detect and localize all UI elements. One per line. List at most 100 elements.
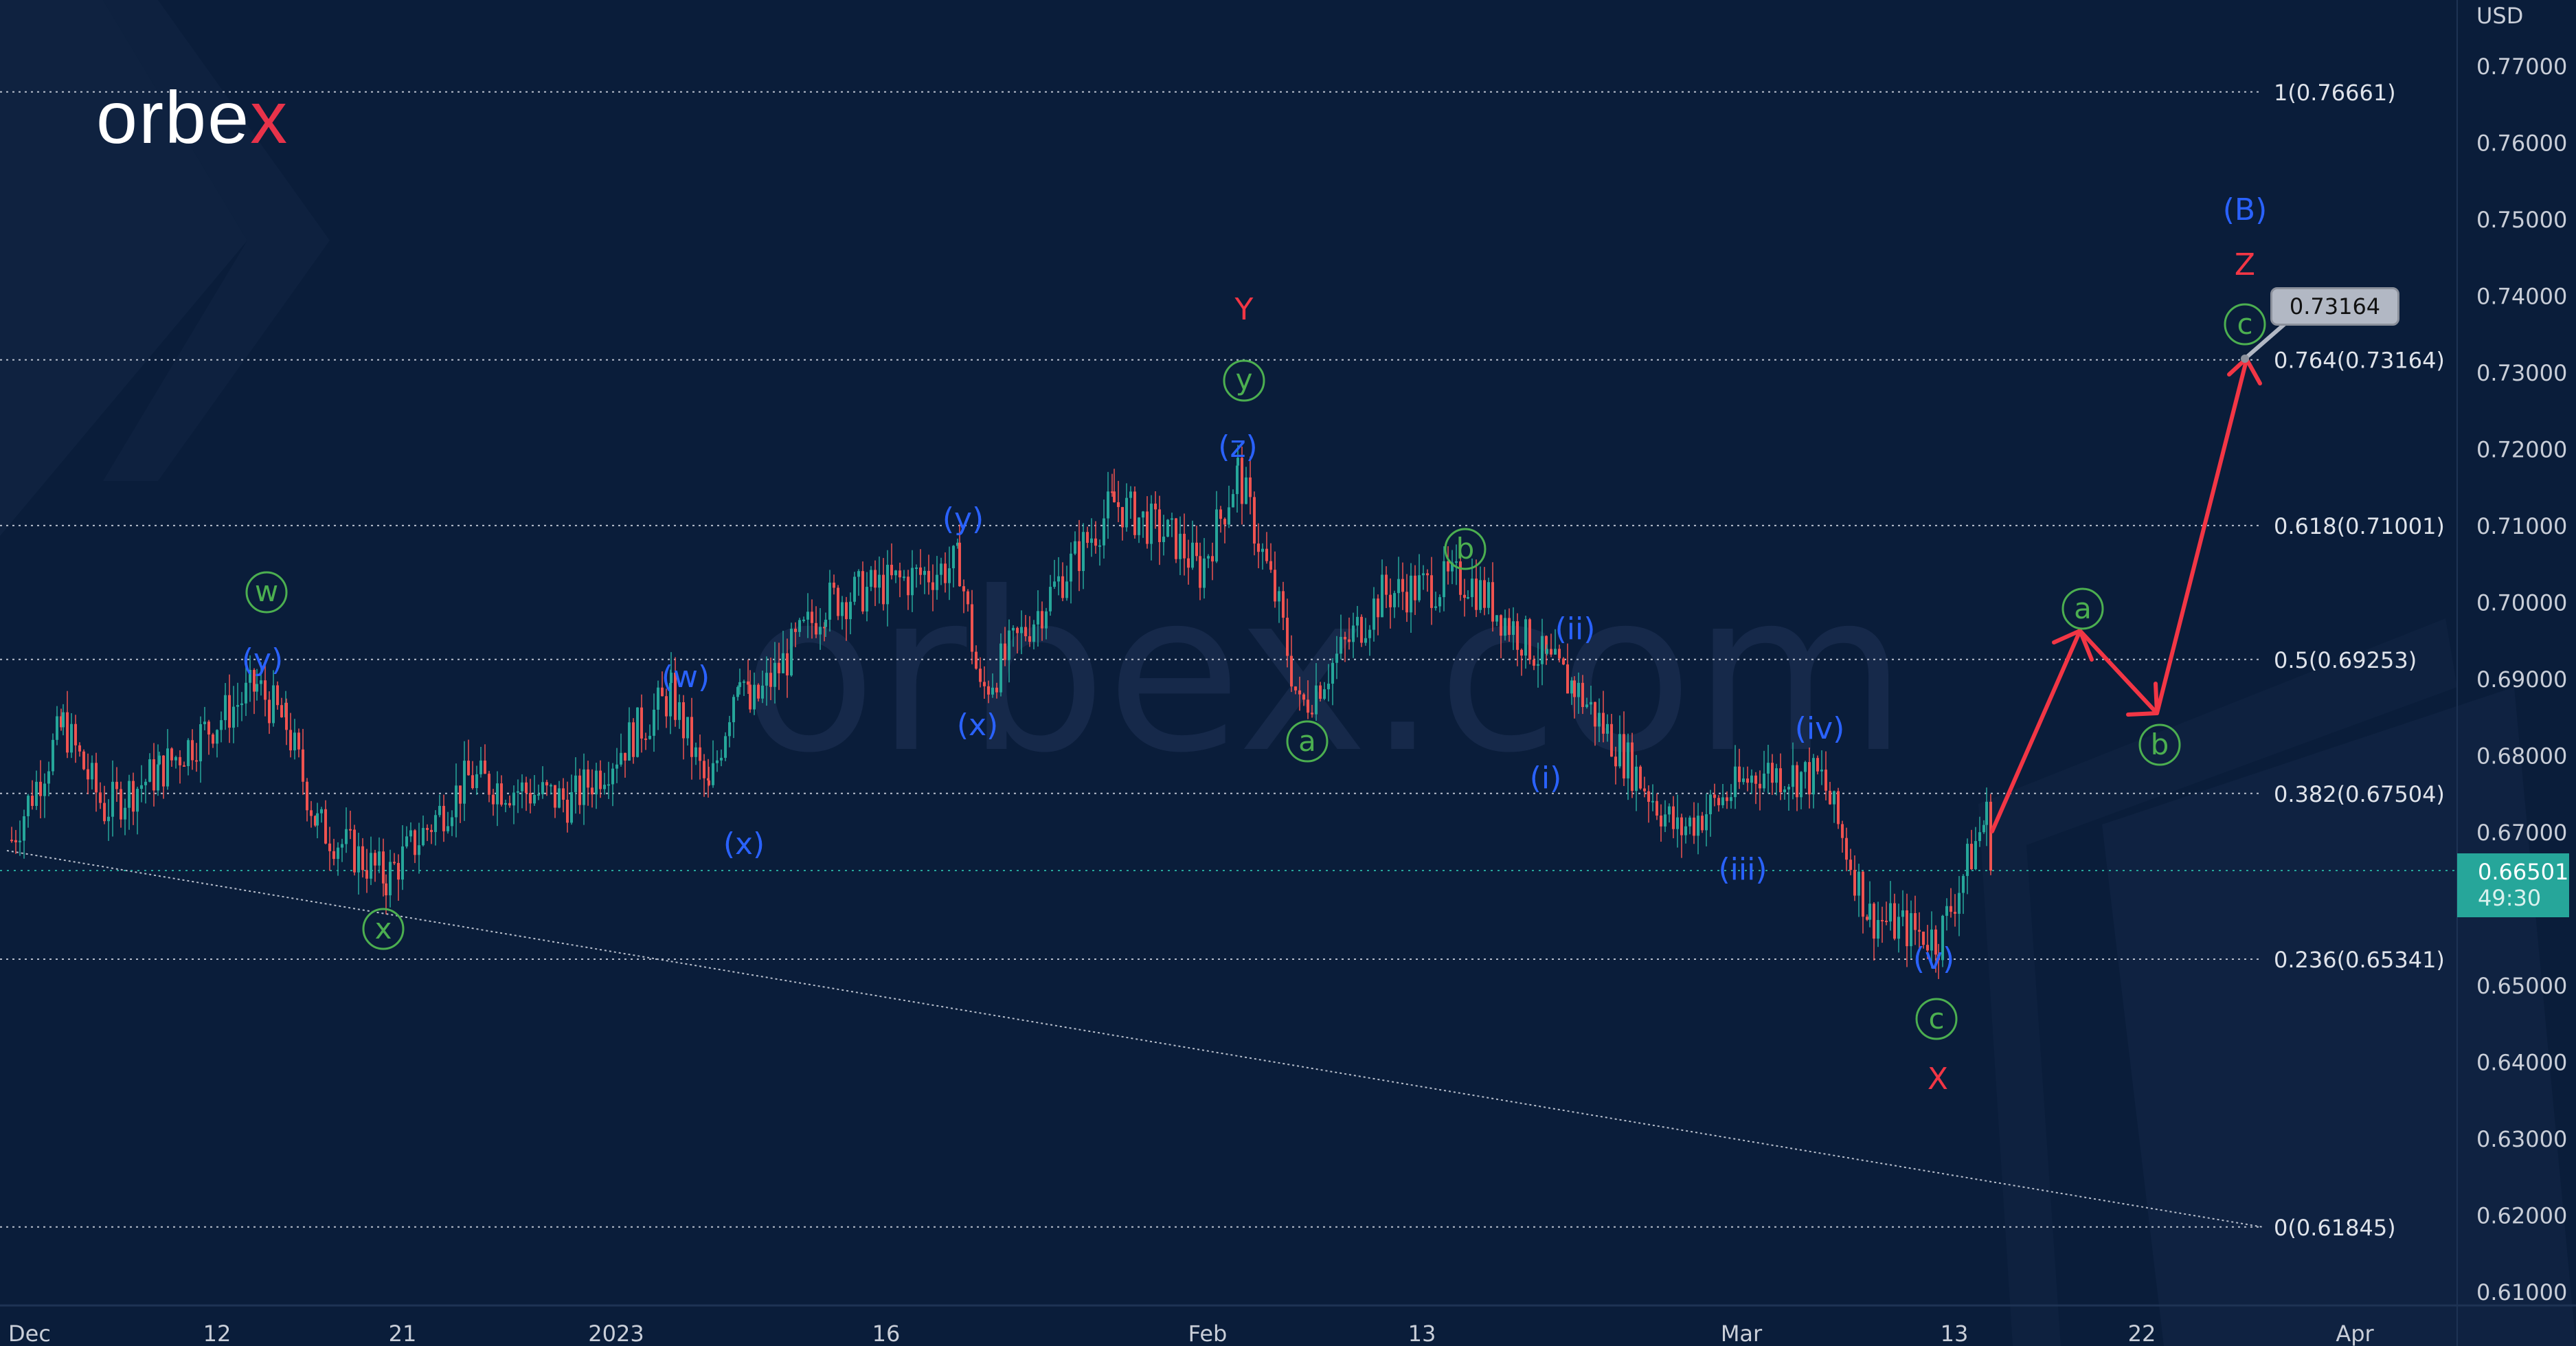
candle-body	[496, 783, 499, 805]
candle-body	[405, 836, 408, 846]
candle-body	[979, 669, 982, 682]
candle-body	[644, 738, 647, 740]
wave-label-x: x	[375, 912, 392, 945]
candle-body	[236, 705, 239, 707]
candle-body	[1594, 702, 1596, 727]
candle-body	[512, 792, 515, 806]
wave-circle	[2224, 303, 2266, 346]
wave-label-Y: Y	[1234, 292, 1254, 327]
candle-body	[1405, 592, 1408, 613]
candle-body	[1820, 770, 1823, 772]
candle-body	[1385, 574, 1388, 595]
candle-body	[999, 643, 1002, 693]
candle-body	[694, 747, 697, 757]
candle-body	[1639, 766, 1642, 789]
trend-line[interactable]	[6, 850, 2264, 1228]
candle-body	[1327, 684, 1330, 690]
candle-body	[1713, 794, 1716, 798]
candle-body	[128, 781, 131, 808]
price-axis[interactable]: 0.77000 0.76000 0.75000 0.74000 0.73000 0.720…	[2476, 54, 2567, 1305]
candle-body	[1129, 491, 1132, 498]
candle-body	[640, 707, 643, 739]
candle-body	[1792, 765, 1794, 787]
projection-path[interactable]	[1990, 357, 2262, 833]
candle-body	[525, 782, 528, 794]
candle-body	[1985, 801, 1988, 825]
candle-body	[1577, 682, 1580, 697]
candle-body	[578, 775, 581, 805]
wave-circle	[245, 571, 288, 614]
candle-body	[757, 684, 760, 699]
candle-body	[753, 684, 756, 710]
candle-body	[1945, 906, 1948, 916]
candle-body	[1219, 509, 1222, 519]
candle-body	[1800, 772, 1803, 798]
candle-body	[422, 828, 425, 846]
wave-circle	[2061, 587, 2104, 630]
time-axis[interactable]: Dec 12 21 2023 16 Feb 13 Mar 13 22 Apr	[8, 1321, 2374, 1346]
candle-body	[674, 672, 677, 720]
candle-body	[62, 712, 65, 728]
candle-body	[1117, 502, 1120, 507]
candle-body	[1545, 636, 1548, 654]
candle-body	[374, 853, 376, 866]
candle-body	[245, 682, 247, 704]
candle-body	[393, 862, 396, 864]
candle-body	[152, 759, 155, 791]
candle-body	[332, 851, 335, 860]
wave-label-iii: (iii)	[1718, 852, 1767, 887]
candle-body	[1107, 491, 1109, 519]
fibonacci-levels[interactable]	[0, 91, 2260, 1228]
candle-body	[1302, 694, 1305, 700]
candle-body	[728, 722, 731, 737]
candle-body	[467, 761, 470, 776]
candle-body	[1495, 615, 1498, 622]
candle-body	[899, 570, 901, 578]
time-tick-label: 21	[389, 1321, 417, 1346]
candle-body	[1541, 636, 1544, 664]
candle-body	[1434, 606, 1437, 608]
candle-body	[1215, 509, 1218, 562]
candle-body	[1211, 556, 1214, 562]
candle-body	[1897, 917, 1900, 939]
candle-body	[91, 763, 93, 780]
candle-body	[1049, 587, 1052, 612]
candle-body	[1668, 806, 1671, 815]
candle-body	[280, 705, 283, 717]
candle-body	[370, 853, 372, 879]
candle-body	[1857, 871, 1860, 896]
candle-body	[124, 807, 126, 820]
candle-body	[1447, 561, 1449, 572]
candle-body	[743, 681, 745, 683]
candle-body	[1175, 518, 1177, 559]
candle-body	[907, 576, 909, 596]
candlestick-series[interactable]	[10, 445, 1992, 979]
candle-body	[414, 830, 416, 855]
candle-body	[738, 682, 741, 687]
candle-body	[845, 602, 848, 620]
target-price-callout[interactable]: 0.73164	[2270, 287, 2399, 326]
candle-body	[857, 571, 860, 577]
candle-body	[78, 745, 81, 752]
candle-body	[521, 782, 523, 792]
candle-body	[1286, 618, 1289, 656]
candle-body	[1614, 756, 1617, 767]
candle-body	[508, 803, 511, 806]
candle-body	[365, 870, 368, 879]
fib-level-label: 0.236(0.65341)	[2274, 947, 2445, 973]
candle-body	[249, 670, 251, 683]
candle-body	[1483, 580, 1486, 608]
candle-body	[570, 792, 573, 823]
candle-body	[1228, 507, 1230, 525]
candle-body	[657, 687, 659, 710]
candle-body	[1232, 494, 1234, 508]
candle-body	[878, 574, 881, 588]
candle-body	[824, 619, 827, 627]
candle-body	[349, 829, 352, 831]
candle-body	[1183, 533, 1186, 559]
candle-body	[1962, 875, 1965, 893]
candle-body	[1074, 541, 1076, 554]
time-tick-label: 22	[2128, 1321, 2156, 1346]
